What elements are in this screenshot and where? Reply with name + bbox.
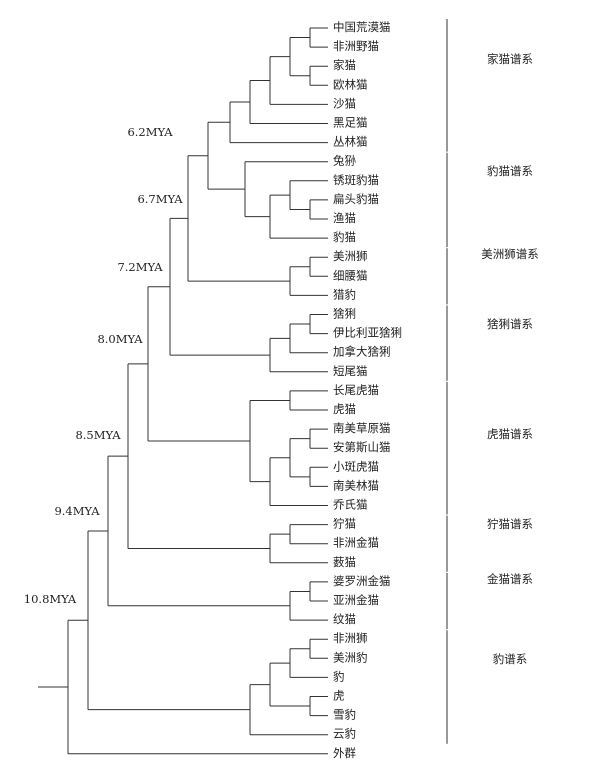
species-label: 豹猫 — [333, 230, 356, 244]
species-label: 亚洲金猫 — [333, 593, 379, 607]
species-label: 小斑虎猫 — [333, 459, 379, 473]
species-label: 豹 — [333, 669, 345, 683]
species-label: 雪豹 — [333, 708, 356, 722]
species-label: 渔猫 — [333, 211, 356, 225]
species-label: 猞猁 — [333, 307, 356, 321]
node-age: 6.2MYA — [127, 125, 173, 139]
species-label: 家猫 — [333, 58, 356, 72]
species-label: 外群 — [333, 746, 356, 760]
node-age: 8.5MYA — [75, 428, 121, 442]
node-age: 8.0MYA — [97, 332, 143, 346]
node-age: 9.4MYA — [54, 504, 100, 518]
lineage-label: 家猫谱系 — [487, 52, 533, 66]
species-label: 南美林猫 — [333, 478, 379, 492]
species-label: 欧林猫 — [333, 77, 368, 91]
species-label: 狞猫 — [333, 517, 356, 531]
lineage-label: 虎猫谱系 — [487, 427, 533, 441]
lineage-label: 豹猫谱系 — [487, 164, 533, 178]
species-label: 非洲金猫 — [333, 536, 379, 550]
lineage-label: 金猫谱系 — [487, 572, 533, 586]
species-label: 伊比利亚猞猁 — [333, 326, 402, 340]
lineage-label: 美洲狮谱系 — [481, 247, 539, 261]
species-label: 美洲豹 — [333, 650, 368, 664]
lineage-label: 豹谱系 — [493, 652, 528, 666]
species-label: 长尾虎猫 — [333, 383, 379, 397]
species-label: 云豹 — [333, 727, 356, 741]
species-label: 虎 — [333, 689, 345, 703]
species-label: 乔氏猫 — [333, 498, 368, 512]
node-age: 6.7MYA — [137, 192, 183, 206]
species-label: 丛林猫 — [333, 135, 368, 149]
species-label: 兔狲 — [333, 154, 356, 168]
species-label: 黑足猫 — [333, 116, 368, 130]
node-age: 7.2MYA — [117, 260, 163, 274]
species-label: 加拿大猞猁 — [333, 345, 391, 359]
species-label: 南美草原猫 — [333, 421, 391, 435]
species-label: 非洲野猫 — [333, 39, 379, 53]
species-label: 扁头豹猫 — [333, 192, 379, 206]
species-label: 安第斯山猫 — [333, 440, 391, 454]
species-label: 中国荒漠猫 — [333, 20, 391, 34]
species-label: 非洲狮 — [333, 631, 368, 645]
species-label: 美洲狮 — [333, 249, 368, 263]
species-label: 短尾猫 — [333, 364, 368, 378]
species-label: 婆罗洲金猫 — [333, 574, 391, 588]
species-label: 猎豹 — [333, 287, 356, 301]
species-label: 沙猫 — [333, 96, 356, 110]
species-label: 细腰猫 — [333, 268, 368, 282]
species-label: 薮猫 — [333, 555, 356, 569]
species-label: 纹猫 — [333, 612, 356, 626]
species-label: 虎猫 — [333, 402, 356, 416]
species-label: 锈斑豹猫 — [333, 173, 379, 187]
lineage-label: 狞猫谱系 — [487, 517, 533, 531]
lineage-label: 猞猁谱系 — [487, 317, 533, 331]
node-age: 10.8MYA — [24, 592, 77, 606]
